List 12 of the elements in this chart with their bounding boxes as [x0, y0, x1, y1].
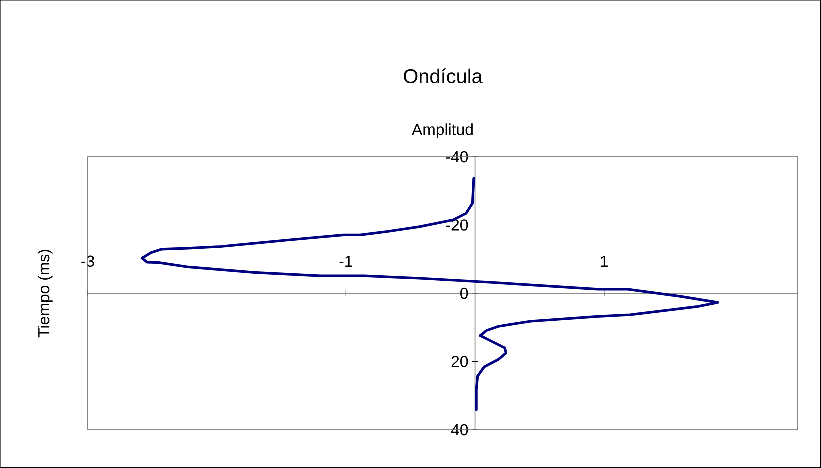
x-tick-label: 1 [601, 256, 608, 267]
line-series [140, 177, 720, 412]
chart-title: Ondícula [404, 68, 483, 84]
y-tick-label: 0 [460, 288, 468, 300]
x-tick-label: -1 [340, 256, 352, 267]
y-tick-label: -20 [446, 220, 468, 231]
x-axis-title: Amplitud [412, 124, 473, 138]
y-axis-title: Tiempo (ms) [38, 250, 53, 338]
y-tick-label: 40 [451, 424, 468, 436]
y-tick-label: -40 [446, 151, 468, 163]
x-tick-label: -3 [82, 256, 94, 267]
y-tick-label: 20 [452, 356, 468, 368]
